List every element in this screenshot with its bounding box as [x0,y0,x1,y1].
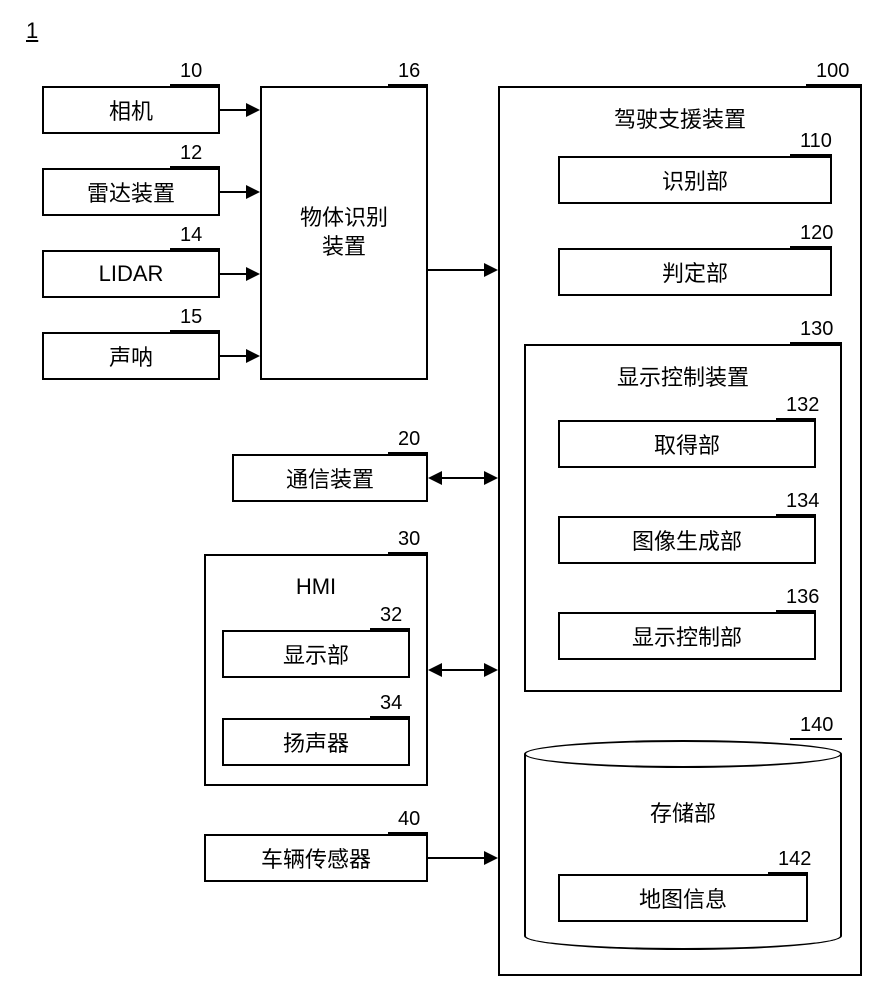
speaker-ref-line [370,716,410,718]
map-info-ref: 142 [778,848,811,871]
image-gen-ref-line [776,514,816,516]
speaker-box: 扬声器 [222,718,410,766]
arrow-head-right-icon [484,851,498,865]
arrow-line [428,857,484,859]
sonar-box: 声呐 [42,332,220,380]
lidar-ref: 14 [180,224,202,247]
storage-ref: 140 [800,714,833,737]
object-recognition-ref-line [388,84,428,86]
arrow-line [220,191,246,193]
arrow-head-right-icon [246,349,260,363]
display-control-title: 显示控制装置 [526,360,840,392]
disp-ctrl-box: 显示控制部 [558,612,816,660]
arrow-head-right-icon [484,663,498,677]
storage-ref-line [790,738,842,740]
arrow-line [442,669,484,671]
camera-ref: 10 [180,60,202,83]
sonar-ref: 15 [180,306,202,329]
radar-box: 雷达装置 [42,168,220,216]
lidar-box: LIDAR [42,250,220,298]
map-info-box: 地图信息 [558,874,808,922]
arrow-head-right-icon [484,263,498,277]
sonar-ref-line [170,330,220,332]
driving-support-ref-line [806,84,862,86]
disp-ctrl-ref: 136 [786,586,819,609]
arrow-line [220,109,246,111]
hmi-title: HMI [206,574,426,600]
arrow-head-right-icon [484,471,498,485]
arrow-line [220,273,246,275]
recognition-box: 识别部 [558,156,832,204]
vehicle-sensor-ref: 40 [398,808,420,831]
object-recognition-ref: 16 [398,60,420,83]
vehicle-sensor-box: 车辆传感器 [204,834,428,882]
hmi-ref-line [388,552,428,554]
comm-device-ref: 20 [398,428,420,451]
speaker-ref: 34 [380,692,402,715]
display-ref: 32 [380,604,402,627]
arrow-head-right-icon [246,185,260,199]
display-control-ref: 130 [800,318,833,341]
display-control-ref-line [790,342,842,344]
system-ref-label: 1 [26,18,38,44]
arrow-line [442,477,484,479]
vehicle-sensor-ref-line [388,832,428,834]
arrow-head-left-icon [428,471,442,485]
image-gen-ref: 134 [786,490,819,513]
driving-support-ref: 100 [816,60,849,83]
arrow-head-left-icon [428,663,442,677]
diagram-canvas: 1 相机 10 雷达装置 12 LIDAR 14 声呐 15 物体识别 装置 1… [0,0,890,1000]
arrow-line [428,269,484,271]
object-recognition-label2: 装置 [322,233,366,262]
map-info-ref-line [768,872,808,874]
comm-device-ref-line [388,452,428,454]
object-recognition-label1: 物体识别 [300,204,388,233]
storage-title: 存储部 [524,796,842,828]
acquisition-ref: 132 [786,394,819,417]
judgement-box: 判定部 [558,248,832,296]
disp-ctrl-ref-line [776,610,816,612]
comm-device-box: 通信装置 [232,454,428,502]
hmi-ref: 30 [398,528,420,551]
object-recognition-box: 物体识别 装置 [260,86,428,380]
lidar-ref-line [170,248,220,250]
recognition-ref-line [790,154,832,156]
judgement-ref-line [790,246,832,248]
image-gen-box: 图像生成部 [558,516,816,564]
acquisition-box: 取得部 [558,420,816,468]
judgement-ref: 120 [800,222,833,245]
camera-ref-line [170,84,220,86]
display-ref-line [370,628,410,630]
arrow-line [220,355,246,357]
arrow-head-right-icon [246,103,260,117]
recognition-ref: 110 [800,130,832,153]
camera-box: 相机 [42,86,220,134]
radar-ref: 12 [180,142,202,165]
acquisition-ref-line [776,418,816,420]
arrow-head-right-icon [246,267,260,281]
radar-ref-line [170,166,220,168]
display-box: 显示部 [222,630,410,678]
